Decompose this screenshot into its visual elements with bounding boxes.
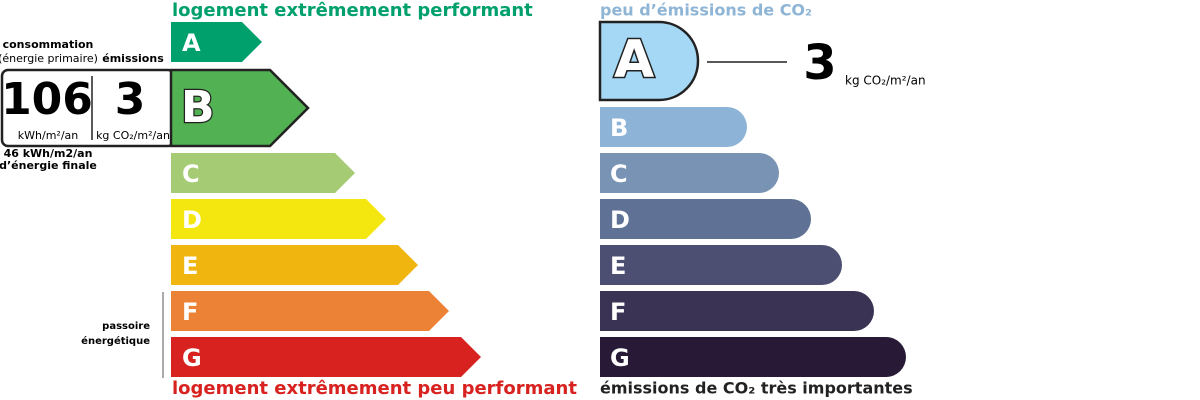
emissions-value: 3	[115, 74, 146, 125]
climate-class-letter: F	[610, 298, 626, 326]
climate-class-letter: E	[610, 252, 626, 280]
consumption-unit: kWh/m²/an	[18, 129, 78, 142]
climate-class-bar	[600, 291, 874, 331]
primary-label: (énergie primaire)	[0, 52, 98, 65]
emissions-label: émissions	[102, 52, 164, 65]
energy-bottom-label: logement extrêmement peu performant	[172, 378, 577, 399]
energy-class-letter: C	[182, 160, 200, 188]
climate-class-letter: A	[614, 30, 654, 90]
energy-class-bar	[171, 291, 449, 331]
climate-class-bar	[600, 199, 811, 239]
energy-class-letter: D	[182, 206, 202, 234]
climate-class-bar	[600, 337, 906, 377]
final-energy: d’énergie finale	[0, 159, 97, 172]
consumption-value: 106	[1, 74, 93, 125]
climate-class-bar	[600, 245, 842, 285]
energy-class-letter: E	[182, 252, 198, 280]
climate-class-bar	[600, 153, 779, 193]
climate-class-letter: C	[610, 160, 628, 188]
energy-top-label: logement extrêmement performant	[172, 0, 533, 21]
energy-class-letter: B	[181, 82, 215, 133]
final-energy: 46 kWh/m2/an	[4, 147, 93, 160]
passoire-label: énergétique	[81, 335, 150, 347]
energy-class-bar	[171, 199, 386, 239]
energy-class-bar	[171, 22, 262, 62]
energy-class-bar	[169, 68, 310, 148]
energy-class-letter: G	[182, 344, 202, 372]
energy-class-letter: F	[182, 298, 198, 326]
climate-class-bar	[598, 20, 700, 102]
climate-class-letter: B	[610, 114, 628, 142]
climate-value: 3	[803, 35, 836, 91]
climate-class-letter: G	[610, 344, 630, 372]
consumption-label: consommation	[3, 38, 94, 51]
climate-bottom-label: émissions de CO₂ très importantes	[600, 379, 913, 398]
energy-class-bar	[171, 245, 418, 285]
emissions-unit: kg CO₂/m²/an	[96, 129, 170, 142]
climate-class-letter: D	[610, 206, 630, 234]
energy-class-bar	[171, 337, 481, 377]
climate-top-label: peu d’émissions de CO₂	[600, 1, 812, 20]
climate-class-bar	[600, 107, 747, 147]
passoire-label: passoire	[102, 321, 150, 332]
climate-unit: kg CO₂/m²/an	[845, 74, 926, 88]
energy-class-letter: A	[182, 29, 201, 57]
energy-class-bar	[171, 153, 355, 193]
